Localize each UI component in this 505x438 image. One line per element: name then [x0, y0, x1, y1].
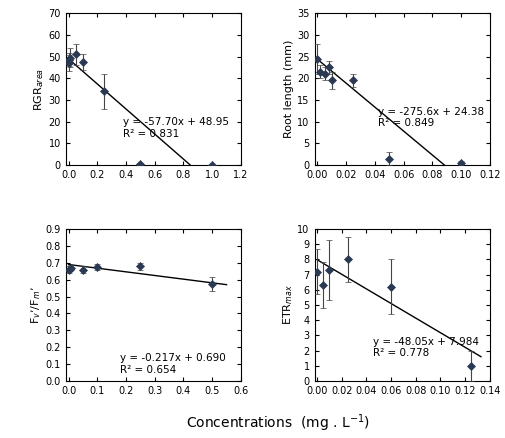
Text: y = -0.217x + 0.690
R² = 0.654: y = -0.217x + 0.690 R² = 0.654: [120, 353, 226, 375]
Text: y = -57.70x + 48.95
R² = 0.831: y = -57.70x + 48.95 R² = 0.831: [123, 117, 229, 139]
Text: y = -48.05x + 7.984
R² = 0.778: y = -48.05x + 7.984 R² = 0.778: [373, 337, 479, 358]
Text: Concentrations  (mg . L$^{-1}$): Concentrations (mg . L$^{-1}$): [186, 412, 370, 434]
Text: y = -275.6x + 24.38
R² = 0.849: y = -275.6x + 24.38 R² = 0.849: [378, 106, 484, 128]
Y-axis label: F$_v$’/F$_m$’: F$_v$’/F$_m$’: [29, 286, 42, 324]
Y-axis label: Root length (mm): Root length (mm): [284, 40, 294, 138]
Y-axis label: RGR$_{area}$: RGR$_{area}$: [32, 67, 45, 111]
Y-axis label: ETR$_{max}$: ETR$_{max}$: [281, 285, 295, 325]
